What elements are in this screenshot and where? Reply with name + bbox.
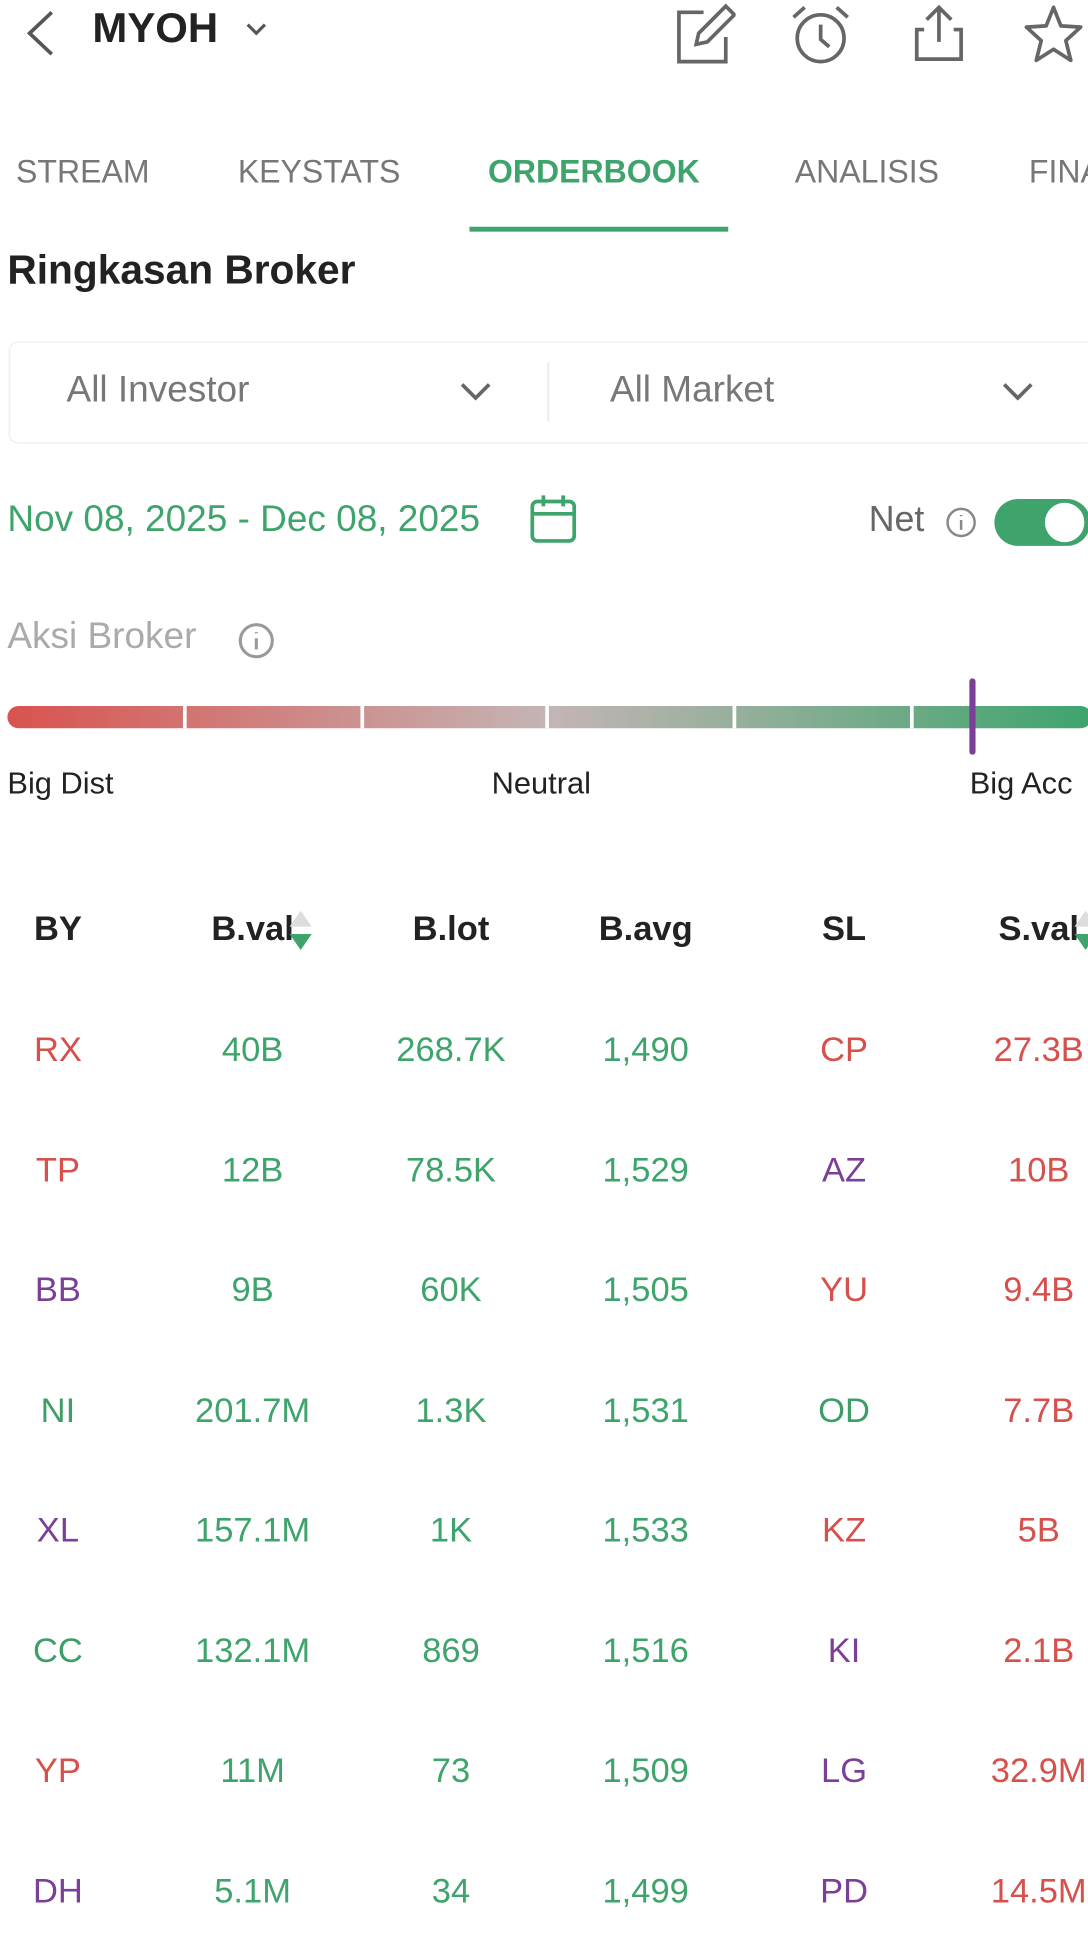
watchlist-icon[interactable] xyxy=(1020,2,1087,66)
table-cell: 157.1M xyxy=(195,1510,311,1549)
table-cell: 9.4B xyxy=(1003,1270,1075,1309)
table-cell: 9B xyxy=(231,1270,274,1309)
aksi-label: Aksi Broker xyxy=(7,616,197,657)
table-cell: 1,529 xyxy=(602,1150,689,1189)
table-cell[interactable]: TP xyxy=(35,1150,80,1189)
divider xyxy=(547,362,550,422)
back-button[interactable] xyxy=(22,7,59,59)
table-cell: 27.3B xyxy=(993,1030,1084,1069)
table-cell: 5.1M xyxy=(214,1871,291,1910)
tab[interactable]: ANALISIS xyxy=(794,152,940,190)
table-cell[interactable]: XL xyxy=(36,1510,80,1549)
table-cell: 1,490 xyxy=(602,1030,689,1069)
table-cell[interactable]: OD xyxy=(818,1390,870,1429)
table-cell: 1K xyxy=(429,1510,473,1549)
column-header: SL xyxy=(822,909,867,948)
table-cell: 1.3K xyxy=(415,1390,487,1429)
table-cell[interactable]: YU xyxy=(820,1270,869,1309)
info-icon[interactable] xyxy=(237,621,276,660)
tab[interactable]: FINA xyxy=(1028,152,1088,190)
scale-label: Big Dist xyxy=(7,766,114,801)
table-cell[interactable]: NI xyxy=(40,1390,76,1429)
table-cell: 268.7K xyxy=(396,1030,506,1069)
table-cell: 34 xyxy=(431,1871,471,1910)
tab[interactable]: STREAM xyxy=(16,152,150,190)
info-icon[interactable] xyxy=(943,505,980,542)
sort-icon[interactable] xyxy=(1073,908,1088,957)
table-cell: 201.7M xyxy=(195,1390,311,1429)
net-toggle[interactable] xyxy=(993,498,1088,547)
tab-indicator xyxy=(469,226,729,232)
table-cell[interactable]: YP xyxy=(34,1750,81,1790)
tab[interactable]: ORDERBOOK xyxy=(487,152,700,190)
table-cell[interactable]: PD xyxy=(820,1871,869,1910)
table-cell[interactable]: DH xyxy=(32,1871,83,1910)
filter-box xyxy=(8,341,1088,444)
market-filter[interactable]: All Market xyxy=(609,369,775,411)
table-cell: 10B xyxy=(1008,1150,1070,1189)
table-cell: 12B xyxy=(221,1150,284,1189)
table-cell[interactable]: LG xyxy=(821,1750,868,1790)
table-cell: 14.5M xyxy=(990,1871,1087,1910)
table-cell[interactable]: KI xyxy=(827,1630,861,1670)
table-cell: 40B xyxy=(221,1030,284,1069)
ticker[interactable]: MYOH xyxy=(92,4,219,52)
column-header: B.lot xyxy=(412,909,490,948)
column-header: B.avg xyxy=(598,909,693,948)
table-cell: 1,531 xyxy=(602,1390,689,1429)
date-range[interactable]: Nov 08, 2025 - Dec 08, 2025 xyxy=(7,499,481,540)
column-header: BY xyxy=(33,909,82,948)
sort-icon[interactable] xyxy=(288,908,313,957)
table-cell[interactable]: RX xyxy=(33,1030,82,1069)
column-header[interactable]: B.val xyxy=(211,909,294,948)
table-cell: 869 xyxy=(422,1630,480,1670)
calendar-icon[interactable] xyxy=(530,494,579,546)
table-cell: 1,516 xyxy=(602,1630,689,1670)
table-cell[interactable]: CC xyxy=(32,1630,83,1670)
table-cell: 11M xyxy=(220,1750,285,1790)
ticker-dropdown[interactable] xyxy=(244,20,269,40)
dropdown-arrow[interactable] xyxy=(1001,380,1036,405)
scale-label: Neutral xyxy=(491,766,591,801)
edit-icon[interactable] xyxy=(672,2,736,66)
table-cell: 73 xyxy=(431,1750,471,1790)
investor-filter[interactable]: All Investor xyxy=(66,369,250,411)
table-cell: 2.1B xyxy=(1003,1630,1075,1670)
table-cell: 5B xyxy=(1017,1510,1060,1549)
share-icon[interactable] xyxy=(912,2,966,64)
table-cell: 1,505 xyxy=(602,1270,689,1309)
table-cell: 1,533 xyxy=(602,1510,689,1549)
table-cell[interactable]: BB xyxy=(34,1270,81,1309)
table-cell: 32.9M xyxy=(990,1750,1087,1790)
column-header[interactable]: S.val xyxy=(998,909,1080,948)
aksi-gauge xyxy=(7,678,1088,755)
table-cell[interactable]: AZ xyxy=(822,1150,867,1189)
alarm-icon[interactable] xyxy=(789,2,853,66)
dropdown-arrow[interactable] xyxy=(458,380,493,405)
table-cell: 60K xyxy=(420,1270,482,1309)
table-cell: 1,509 xyxy=(602,1750,689,1790)
table-cell: 132.1M xyxy=(195,1630,311,1670)
net-label: Net xyxy=(868,500,925,540)
table-cell[interactable]: KZ xyxy=(822,1510,867,1549)
section-title: Ringkasan Broker xyxy=(7,246,356,293)
table-cell[interactable]: CP xyxy=(820,1030,869,1069)
table-cell: 78.5K xyxy=(405,1150,497,1189)
table-cell: 7.7B xyxy=(1003,1390,1075,1429)
scale-label: Big Acc xyxy=(969,766,1073,801)
tab[interactable]: KEYSTATS xyxy=(237,152,401,190)
table-cell: 1,499 xyxy=(602,1871,689,1910)
